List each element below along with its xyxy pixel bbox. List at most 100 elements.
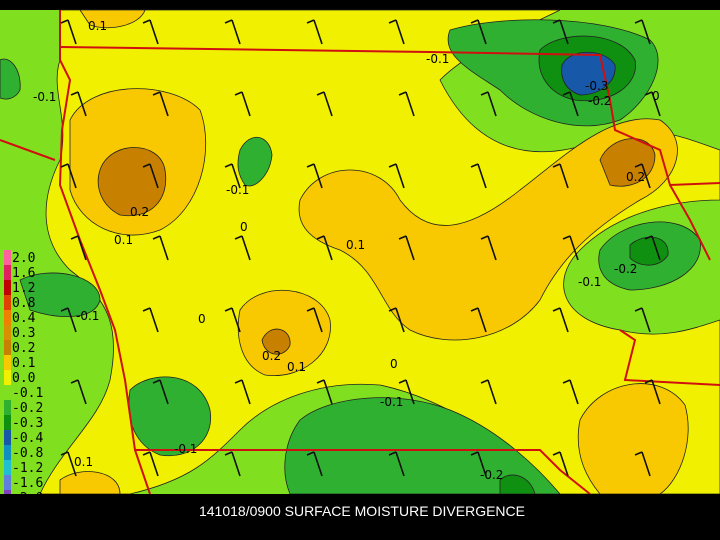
border-line — [135, 449, 591, 495]
legend-swatch — [4, 325, 11, 340]
legend-swatch — [4, 310, 11, 325]
wind-barb — [152, 379, 169, 405]
legend-label: -0.8 — [12, 446, 43, 461]
wind-barb — [316, 91, 333, 117]
wind-barb — [142, 19, 159, 45]
wind-barb — [634, 307, 651, 333]
wind-barb — [388, 307, 405, 333]
contour-label: 0 — [390, 357, 398, 371]
legend-swatch — [4, 475, 11, 490]
wind-barb — [634, 451, 651, 477]
wind-barb — [60, 451, 77, 477]
wind-barb — [644, 91, 661, 117]
wind-barb — [470, 19, 487, 45]
legend-label: -1.2 — [12, 461, 43, 476]
legend-label: 0.0 — [12, 371, 35, 386]
wind-barb — [316, 379, 333, 405]
wind-barb — [142, 451, 159, 477]
legend-label: 0.2 — [12, 341, 35, 356]
wind-barb — [470, 451, 487, 477]
wind-barb — [480, 235, 497, 261]
legend-label: 1.6 — [12, 266, 35, 281]
contour-label: 0.2 — [130, 205, 149, 219]
contour-label: -0.1 — [76, 309, 99, 323]
contour-label: 0.2 — [626, 170, 645, 184]
wind-barb — [552, 19, 569, 45]
wind-barb — [152, 235, 169, 261]
legend-swatch — [4, 430, 11, 445]
wind-barb — [234, 91, 251, 117]
wind-barb — [398, 379, 415, 405]
border-line — [0, 139, 56, 161]
wind-barb — [224, 163, 241, 189]
legend-swatch — [4, 280, 11, 295]
contour-labels: 0.1 -0.1 -0.1 -0.3 -0.2 0 -0.1 0.2 0.2 0… — [33, 19, 660, 482]
caption: 141018/0900 SURFACE MOISTURE DIVERGENCE — [199, 503, 525, 519]
wind-barb — [306, 19, 323, 45]
border-line — [619, 329, 720, 386]
contour-label: -0.1 — [226, 183, 249, 197]
caption-bar — [0, 494, 720, 540]
wind-barb — [224, 451, 241, 477]
wind-barb — [316, 235, 333, 261]
wind-barb — [480, 91, 497, 117]
wind-barb — [224, 307, 241, 333]
contour-label: -0.1 — [380, 395, 403, 409]
contour-label: -0.1 — [426, 52, 449, 66]
legend-label: -0.4 — [12, 431, 43, 446]
wind-barb — [60, 19, 77, 45]
wind-barb — [70, 379, 87, 405]
legend-label: 0.1 — [12, 356, 35, 371]
legend-label: 1.2 — [12, 281, 35, 296]
wind-barb — [398, 91, 415, 117]
legend-swatch — [4, 445, 11, 460]
wind-barb — [234, 235, 251, 261]
legend-swatch — [4, 265, 11, 280]
contour-label: -0.2 — [588, 94, 611, 108]
legend-swatch — [4, 340, 11, 355]
legend-swatch — [4, 400, 11, 415]
wind-barb — [470, 307, 487, 333]
wind-barb — [388, 451, 405, 477]
legend-label: -0.1 — [12, 386, 43, 401]
wind-barb — [70, 235, 87, 261]
wind-barb — [60, 163, 77, 189]
border-line — [59, 46, 720, 187]
wind-barb — [306, 451, 323, 477]
contour-label: 0.1 — [114, 233, 133, 247]
legend-label: 2.0 — [12, 251, 35, 266]
wind-barb — [234, 379, 251, 405]
wind-barb — [634, 163, 651, 189]
wind-barb — [634, 19, 651, 45]
legend-swatch — [4, 385, 11, 400]
wind-barb — [152, 91, 169, 117]
wind-barb — [70, 91, 87, 117]
wind-barb — [562, 379, 579, 405]
wind-barb — [644, 235, 661, 261]
wind-barb — [142, 307, 159, 333]
wind-barb — [306, 163, 323, 189]
border-line — [669, 184, 711, 261]
legend-swatch — [4, 370, 11, 385]
wind-barb — [388, 163, 405, 189]
legend-swatch — [4, 460, 11, 475]
legend-label: -0.3 — [12, 416, 43, 431]
wind-barb — [562, 91, 579, 117]
wind-barb — [142, 163, 159, 189]
wind-barb — [306, 307, 323, 333]
wind-barb — [224, 19, 241, 45]
wind-barb — [388, 19, 405, 45]
contour-label: -0.1 — [578, 275, 601, 289]
contour-label: 0.1 — [287, 360, 306, 374]
contour-label: 0 — [652, 89, 660, 103]
contour-label: -0.1 — [33, 90, 56, 104]
legend-label: 0.3 — [12, 326, 35, 341]
contour-label: 0.1 — [346, 238, 365, 252]
wind-barb — [552, 307, 569, 333]
contour-label: -0.3 — [585, 79, 608, 93]
legend-swatch — [4, 250, 11, 265]
contour-label: 0.1 — [74, 455, 93, 469]
legend-label: 0.8 — [12, 296, 35, 311]
wind-barbs — [60, 19, 661, 477]
